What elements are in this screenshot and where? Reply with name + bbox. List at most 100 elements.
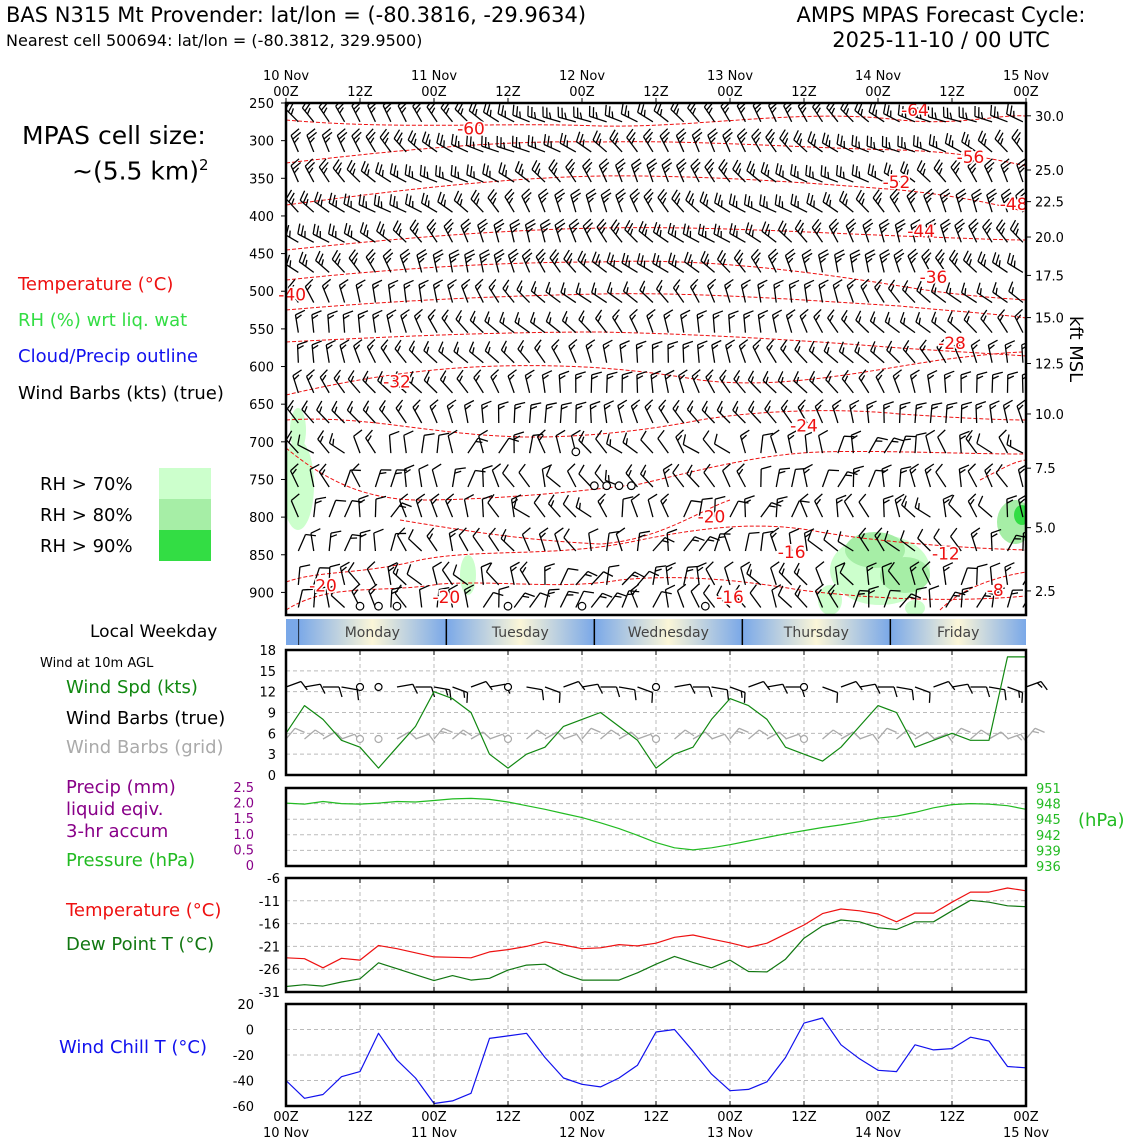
wind-barb [329,563,341,568]
calm-circle [355,601,365,611]
wind-barb [912,227,919,234]
wind-barb [659,135,669,153]
wind-barb [1002,192,1012,200]
precip-tick-label: 2.5 [233,781,254,796]
wind-barb-true [285,680,302,688]
wind-barb [506,192,515,201]
wind-barb [428,139,431,147]
wind-barb [563,287,566,295]
wind-barb [480,253,491,260]
wind-barb [335,103,340,107]
wind-barb [303,406,308,413]
wind-barb [636,344,643,350]
wind-barb [726,344,733,350]
wind-barb [488,535,500,552]
wind-barb [655,565,667,568]
wind-barb [612,309,620,318]
wind-barb [761,230,777,243]
wind-barb [311,314,315,333]
wind-barb [467,470,476,488]
wind-barb [773,279,784,286]
wind-barb [491,463,502,471]
wind-barb [460,218,470,227]
cell-size-value: ~(5.5 km)2 [72,156,209,185]
legend-precip-liquid: liquid eqiv. [66,799,164,820]
wind-barb [976,375,984,380]
wind-barb [368,583,378,592]
wind-barb [358,194,362,205]
wind-barb [588,197,594,204]
wind-barb [658,285,663,293]
wind-barb [513,592,526,608]
wind-barb [934,287,937,295]
wind-barb [680,309,691,316]
wind-barb [570,194,577,213]
wind-barb [337,167,342,175]
wind-barb [900,321,916,334]
wind-barb [379,376,384,384]
wind-barb [582,218,592,227]
wind-barb [690,165,700,183]
weekday-lead [286,619,299,645]
wind-barb [645,192,654,201]
wind-barb-true [933,680,949,688]
wind-barb [796,132,802,143]
wind-barb [336,128,346,136]
wind-barb [639,280,646,291]
wind-barb-grid [563,733,577,740]
wind-barb [902,289,916,303]
wind-barb [456,193,463,204]
wind-barb [975,401,987,406]
wind-barb-grid [886,727,897,734]
wind-barb [774,284,781,290]
wind-barb [495,257,502,264]
wind-barb [782,345,787,352]
wind-barb [866,566,870,585]
wind-barb [647,314,654,320]
wind-barb [355,284,361,303]
wind-barb [605,114,623,123]
wind-barb-true [597,683,604,694]
wind-barb [747,195,751,207]
wind-barb [876,532,882,540]
wind-barb [1015,188,1025,197]
wind-barb [992,291,1008,304]
wind-barb [316,400,323,411]
wind-barb [488,527,496,537]
wind-barb [500,340,507,351]
wind-barb [955,194,962,213]
wind-barb [435,175,453,183]
wind-barb [672,287,685,303]
wind-barb [694,536,705,542]
x-tick-hour-bottom: 00Z [421,1110,447,1125]
x-tick-hour-top: 12Z [939,85,965,100]
wind-barb [717,259,731,273]
wind-barb [658,399,667,409]
wind-barb [455,467,466,470]
wind-barb [664,314,671,320]
wind-barb-true [578,681,586,691]
wind-barb [959,435,967,440]
wind-barb [946,402,958,406]
wind-barb [418,589,423,608]
wind-barb [945,404,948,424]
wind-barb [827,591,839,608]
wind-barb [622,441,638,454]
wind-barb [1018,197,1024,204]
wind-barb [971,227,977,234]
wind-barb [719,252,726,263]
wind-barb [382,103,387,107]
wind-barb [418,464,429,470]
wind-barb [584,573,592,577]
wind-barb [990,104,993,116]
wind-barb [988,197,995,204]
wind-barb [851,430,862,436]
wind-barb [973,197,980,204]
wind-barb [578,464,585,475]
wind-barb [875,469,886,472]
wind-barb-true [985,686,991,698]
wind-barb [943,566,950,572]
wind-barb [493,224,500,243]
wind-barb [286,234,299,243]
wind-barb [718,536,726,539]
